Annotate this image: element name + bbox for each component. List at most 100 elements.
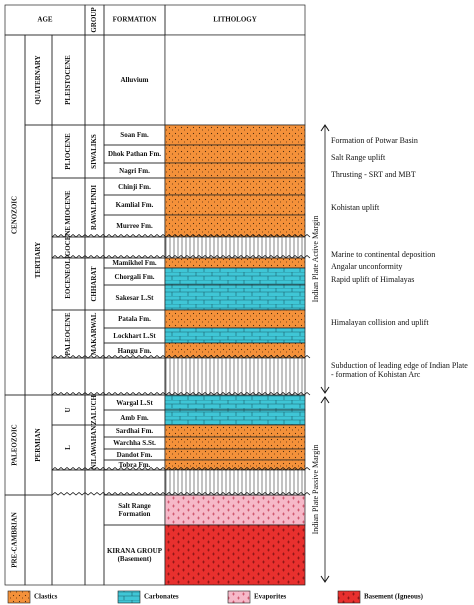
annotation: Subduction of leading edge of Indian Pla… xyxy=(331,361,468,379)
cell xyxy=(103,469,166,496)
cell xyxy=(51,469,86,586)
epoch: U xyxy=(64,407,72,412)
formation-name: Wargal L.St xyxy=(116,398,153,407)
lithology-c xyxy=(164,162,306,179)
annotation: Thrusting - SRT and MBT xyxy=(331,170,416,179)
legend-swatch xyxy=(337,590,361,604)
cell xyxy=(84,469,105,586)
formation-name: Lockhart L.St xyxy=(113,331,156,340)
group: ZALUCH xyxy=(90,394,98,425)
formation-name: Chorgali Fm. xyxy=(114,272,155,281)
formation-name: Chinji Fm. xyxy=(118,182,151,191)
cell xyxy=(51,357,86,396)
group: CHHARAT xyxy=(90,266,98,302)
lithology-c xyxy=(164,424,306,438)
annotation: Angalar unconformity xyxy=(331,262,403,271)
period: QUATERNARY xyxy=(34,55,42,104)
lithology-c xyxy=(164,144,306,164)
formation-name: KIRANA GROUP (Basement) xyxy=(106,547,163,563)
formation-name: Nagri Fm. xyxy=(119,166,150,175)
unconformity xyxy=(51,254,311,259)
cell xyxy=(84,34,105,126)
legend-label: Basement (Igneous) xyxy=(364,593,424,601)
era: CENOZOIC xyxy=(11,196,19,234)
formation-name: Soan Fm. xyxy=(120,131,149,139)
group: NILAWAHAN xyxy=(90,426,98,470)
era: PALEOZOIC xyxy=(11,424,19,466)
arrow-head xyxy=(320,396,330,404)
lithology-b xyxy=(164,524,306,586)
group: MAKARWAL xyxy=(90,312,98,355)
epoch: OLIGOCENE xyxy=(64,226,72,270)
legend-swatch xyxy=(227,590,251,604)
lithology-k xyxy=(164,284,306,311)
lithology-c xyxy=(164,309,306,329)
formation-name: Warchha S.St. xyxy=(113,439,156,447)
unconformity xyxy=(51,391,311,396)
lithology-c xyxy=(164,448,306,461)
formation-name: Tobra Fm. xyxy=(118,461,151,469)
lithology-k xyxy=(164,409,306,426)
group: SIWALIKS xyxy=(90,134,98,169)
era: PRE-CAMBRIAN xyxy=(11,512,19,568)
formation-name: Kamlial Fm. xyxy=(115,201,154,209)
annotation: Formation of Potwar Basin xyxy=(331,136,418,145)
period: PERMIAN xyxy=(34,428,42,461)
formation-name: Amb Fm. xyxy=(120,413,149,422)
formation-name: Sakesar L.St xyxy=(115,293,154,302)
annotation: Salt Range uplift xyxy=(331,153,386,162)
formation-name: Dandot Fm. xyxy=(116,450,153,459)
margin-label: Indian Plate Active Margin xyxy=(311,216,320,303)
hiatus xyxy=(164,469,306,496)
lithology-k xyxy=(164,394,306,411)
cell xyxy=(84,236,105,259)
header: AGE xyxy=(37,16,53,24)
epoch: PLEISTOCENE xyxy=(64,55,72,105)
lithology-c xyxy=(164,214,306,238)
annotation: Marine to continental deposition xyxy=(331,250,436,259)
cell xyxy=(24,494,53,586)
legend-label: Carbonates xyxy=(144,593,179,601)
lithology-k xyxy=(164,327,306,344)
arrow-head xyxy=(320,386,330,394)
formation-name: Patala Fm. xyxy=(118,315,151,323)
lithology-c xyxy=(164,124,306,146)
legend-label: Evaporites xyxy=(254,593,287,601)
header: FORMATION xyxy=(113,16,157,24)
group: RAWALPINDI xyxy=(90,185,98,230)
annotation: Kohistan uplift xyxy=(331,203,380,212)
annotation: Rapid uplift of Himalayas xyxy=(331,275,415,284)
legend-label: Clastics xyxy=(34,593,58,601)
epoch: PALEOCENE xyxy=(64,312,72,355)
formation-name: Dhok Pathan Fm. xyxy=(107,150,162,158)
formation-name: Murree Fm. xyxy=(116,222,153,230)
arrow-head xyxy=(320,124,330,132)
period: TERTIARY xyxy=(34,242,42,278)
lithology-c xyxy=(164,436,306,450)
epoch: MIOCENE xyxy=(64,190,72,225)
formation-name: Alluvium xyxy=(120,76,149,84)
hiatus xyxy=(164,236,306,259)
cell xyxy=(103,357,166,396)
formation-name: Sardhai Fm. xyxy=(115,427,154,435)
unconformity xyxy=(51,354,311,359)
arrow-head xyxy=(320,575,330,583)
legend-swatch xyxy=(117,590,141,604)
margin-label: Indian Plate Passive Margin xyxy=(311,445,320,535)
header: LITHOLOGY xyxy=(213,16,257,24)
cell xyxy=(84,357,105,396)
legend-swatch xyxy=(7,590,31,604)
formation-name: Hangu Fm. xyxy=(117,346,152,355)
hiatus xyxy=(164,357,306,396)
lithology-e xyxy=(164,494,306,526)
unconformity xyxy=(51,466,311,471)
epoch: L xyxy=(64,445,72,450)
lithology-k xyxy=(164,267,306,286)
epoch: EOCENE xyxy=(64,269,72,299)
lithology-c xyxy=(164,177,306,196)
unconformity xyxy=(51,233,311,238)
lithology-none xyxy=(164,34,306,126)
epoch: PLIOCENE xyxy=(64,133,72,170)
